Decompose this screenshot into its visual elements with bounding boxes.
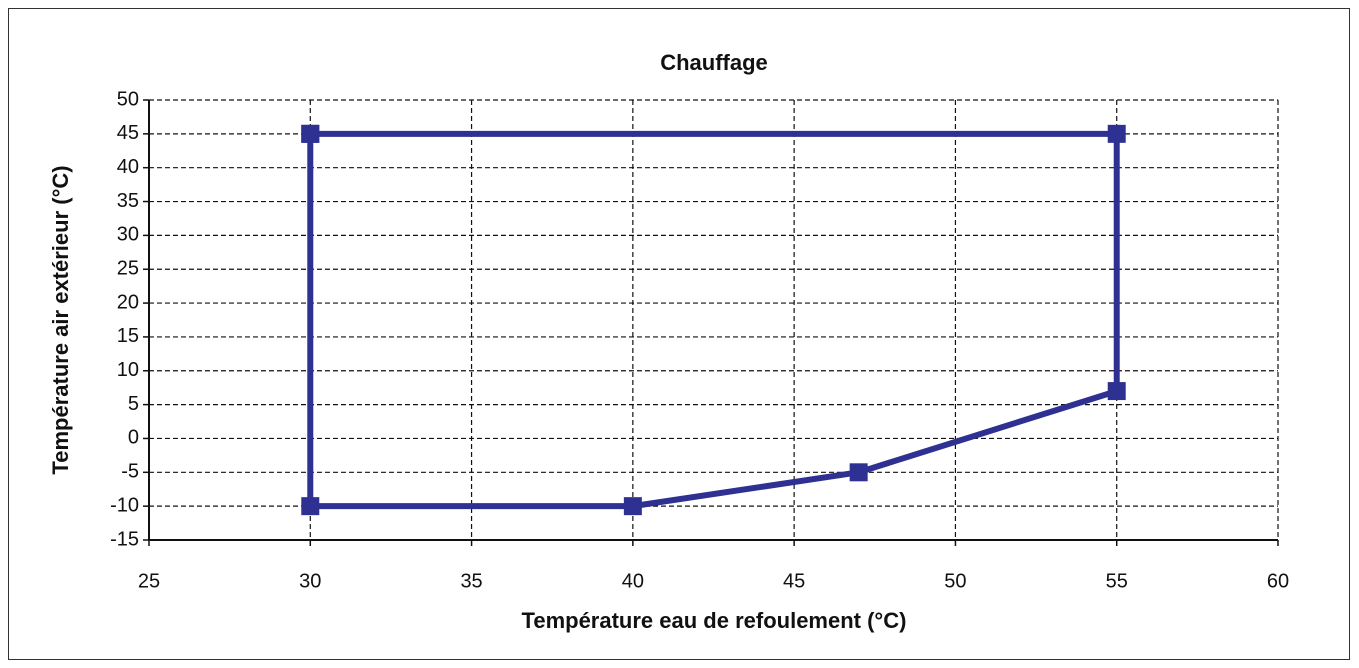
- y-axis-label: Température air extérieur (°C): [48, 165, 73, 474]
- y-tick-label: 0: [128, 427, 139, 449]
- y-tick-label: 40: [117, 156, 139, 178]
- y-tick-label: 20: [117, 291, 139, 313]
- x-tick-label: 60: [1267, 570, 1289, 592]
- y-tick-label: -10: [110, 494, 139, 516]
- marker: [849, 463, 868, 482]
- marker: [623, 497, 642, 516]
- x-tick-label: 50: [944, 570, 966, 592]
- y-tick-label: 45: [117, 122, 139, 144]
- y-tick-label: 5: [128, 393, 139, 415]
- x-tick-label: 45: [783, 570, 805, 592]
- y-tick-label: 10: [117, 359, 139, 381]
- marker: [301, 124, 320, 143]
- x-axis-label: Température eau de refoulement (°C): [522, 608, 907, 633]
- y-tick-label: 25: [117, 258, 139, 280]
- x-tick-label: 25: [138, 570, 160, 592]
- y-tick-label: 50: [117, 88, 139, 110]
- y-tick-label: 30: [117, 224, 139, 246]
- marker: [301, 497, 320, 516]
- x-tick-label: 35: [460, 570, 482, 592]
- chart-frame: [8, 8, 1350, 660]
- y-tick-label: 15: [117, 325, 139, 347]
- x-tick-label: 30: [299, 570, 321, 592]
- y-tick-label: -15: [110, 528, 139, 550]
- y-tick-label: -5: [121, 461, 139, 483]
- x-tick-label: 40: [622, 570, 644, 592]
- x-tick-label: 55: [1106, 570, 1128, 592]
- chart-title: Chauffage: [660, 50, 768, 75]
- marker: [1107, 124, 1126, 143]
- y-tick-label: 35: [117, 190, 139, 212]
- marker: [1107, 382, 1126, 401]
